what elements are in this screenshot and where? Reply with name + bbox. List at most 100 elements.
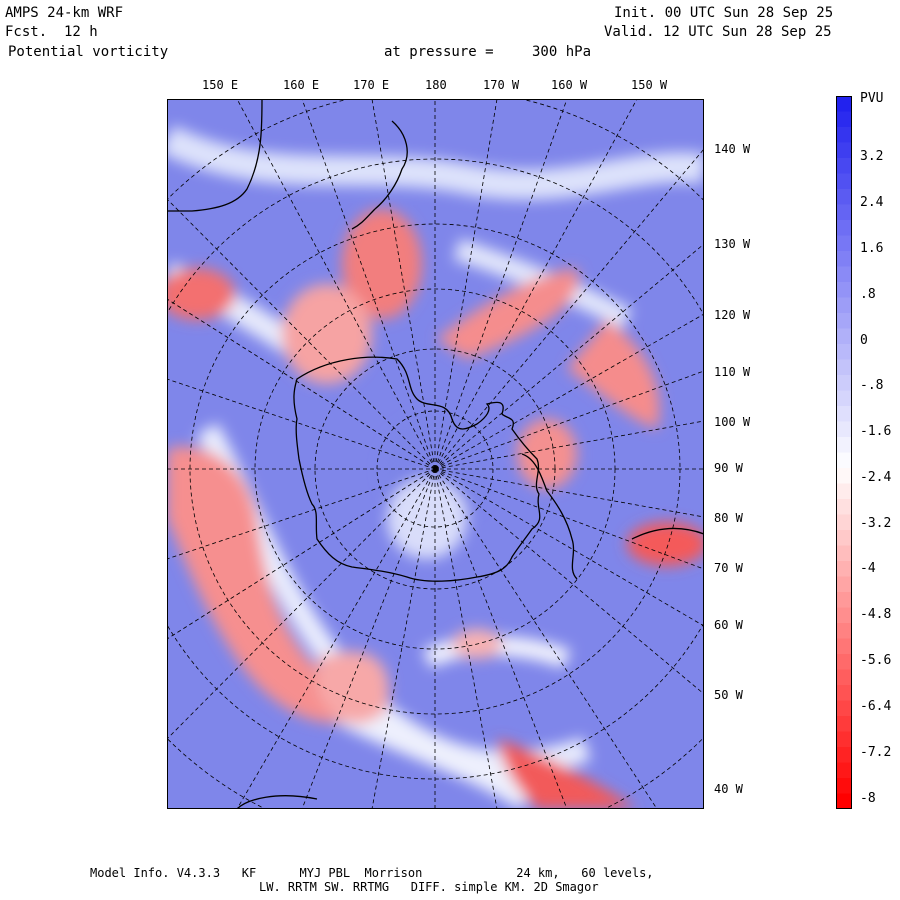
colorbar-swatch [836,282,852,298]
colorbar-tick-label: -3.2 [860,516,892,531]
colorbar-swatch [836,127,852,143]
colorbar-tick-label: 3.2 [860,149,884,164]
lon-label-110w: 110 W [714,365,751,379]
antarctica-coastline [293,356,541,582]
colorbar-tick-label: 0 [860,333,868,348]
southern-africa-coastline [236,795,318,809]
colorbar-swatch [836,421,852,438]
meridian [167,468,436,560]
lon-label-50w: 50 W [714,688,743,702]
colorbar-border [836,96,852,809]
colorbar-swatch [836,607,852,624]
colorbar-swatch [836,189,852,205]
colorbar-swatch [836,685,852,701]
meridian [236,468,436,809]
lon-label-70w: 70 W [714,561,743,575]
colorbar-swatch [836,96,852,112]
colorbar-tick-label: 1.6 [860,241,884,256]
colorbar-swatch [836,328,852,345]
colorbar-swatch [836,669,852,686]
colorbar-swatch [836,747,852,763]
colorbar-swatch [836,173,852,190]
meridian [167,378,436,470]
colorbar-swatch [836,452,852,469]
pv-map [167,99,704,809]
colorbar-swatch [836,111,852,128]
pressure-label: at pressure = [384,44,494,60]
colorbar-swatch [836,251,852,267]
coastlines [167,99,704,809]
colorbar-tick-label: .8 [860,287,876,302]
colorbar-swatch [836,638,852,655]
colorbar-tick-label: -.8 [860,378,884,393]
new-zealand-north [374,120,408,210]
colorbar-tick-label: -4 [860,561,876,576]
colorbar-swatch [836,499,852,515]
meridian [167,468,436,740]
lon-label-150e: 150 E [202,78,239,92]
lon-label-140w: 140 W [714,142,751,156]
meridian [434,420,704,470]
pv-negative-region [437,269,579,359]
colorbar-unit: PVU [860,91,884,106]
colorbar-swatch [836,204,852,221]
colorbar-swatch [836,142,852,159]
meridian [167,198,436,470]
colorbar-tick-label: -2.4 [860,470,892,485]
colorbar-tick-label: -8 [860,791,876,806]
meridian [434,468,658,809]
lon-label-80w: 80 W [714,511,743,525]
lon-label-170w: 170 W [483,78,520,92]
colorbar [836,96,852,809]
lon-label-90w: 90 W [714,461,743,475]
forecast-label: Fcst. [5,24,48,40]
colorbar-tick-label: -6.4 [860,699,892,714]
meridian [434,468,704,518]
colorbar-swatch [836,545,852,562]
lon-label-160e: 160 E [283,78,320,92]
colorbar-swatch [836,437,852,453]
colorbar-swatch [836,592,852,608]
antarctic-peninsula [521,453,578,580]
colorbar-swatch [836,623,852,639]
pv-negative-region [567,319,660,429]
colorbar-swatch [836,359,852,376]
colorbar-swatch [836,483,852,500]
colorbar-swatch [836,235,852,252]
colorbar-tick-label: 2.4 [860,195,884,210]
meridian [434,370,704,470]
pv-negative-region [282,284,372,384]
model-info: Model Info. V4.3.3 KF MYJ PBL Morrison 2… [90,866,654,880]
meridian [434,468,704,627]
colorbar-swatch [836,716,852,732]
colorbar-swatch [836,266,852,283]
physics-info: LW. RRTM SW. RRTMG DIFF. simple KM. 2D S… [259,880,599,894]
colorbar-swatch [836,406,852,422]
south-america-coastline [631,527,704,540]
colorbar-swatch [836,297,852,314]
colorbar-swatch [836,390,852,407]
meridian [167,468,436,640]
colorbar-tick-label: -1.6 [860,424,892,439]
init-time: Init. 00 UTC Sun 28 Sep 25 [614,5,834,21]
colorbar-swatch [836,793,852,809]
colorbar-swatch [836,700,852,717]
meridian [434,99,568,470]
colorbar-swatch [836,375,852,391]
lon-label-170e: 170 E [353,78,390,92]
pv-negative-region [342,209,422,319]
pressure-value: 300 hPa [532,44,592,60]
meridian [434,99,638,470]
colorbar-swatch [836,731,852,748]
field-name: Potential vorticity [8,44,169,60]
graticule [167,99,704,809]
colorbar-swatch [836,762,852,779]
colorbar-tick-label: -4.8 [860,607,892,622]
map-border [167,99,704,809]
colorbar-swatch [836,561,852,577]
meridian [301,468,436,809]
meridian [301,99,436,470]
colorbar-swatch [836,158,852,174]
valid-time: Valid. 12 UTC Sun 28 Sep 25 [604,24,832,40]
colorbar-swatch [836,220,852,236]
